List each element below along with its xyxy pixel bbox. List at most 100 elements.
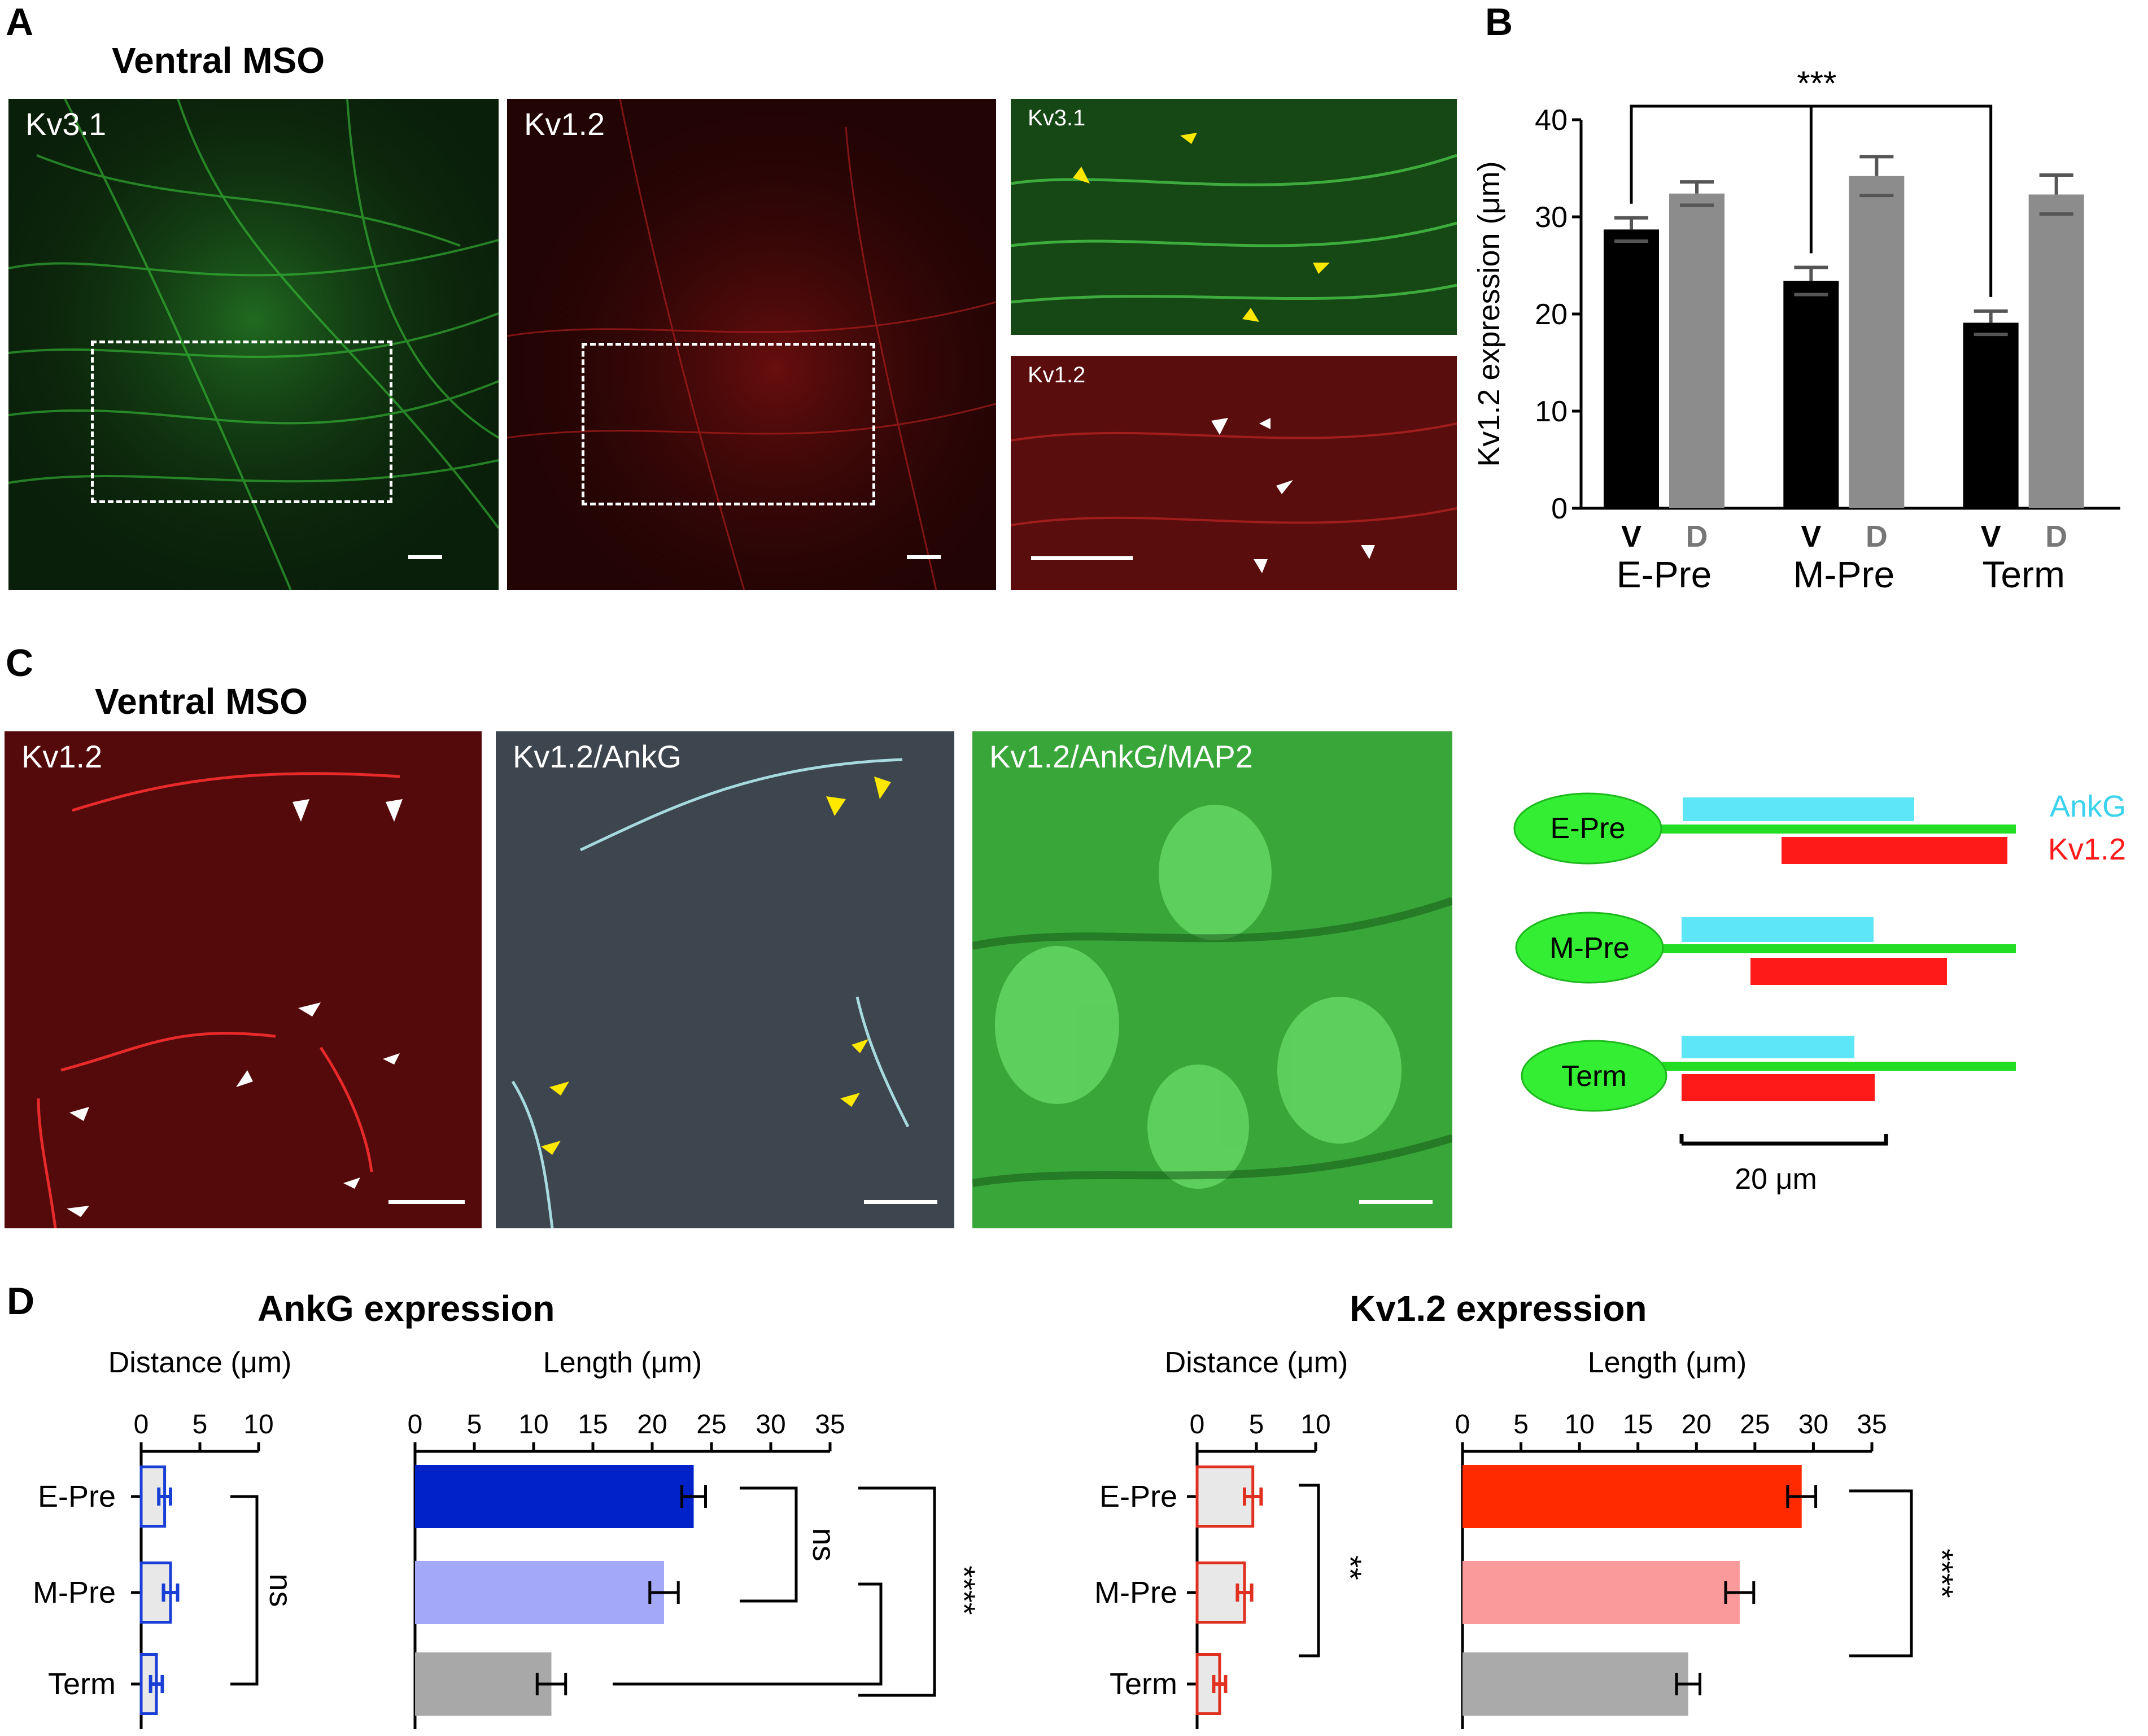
e-pre-kv12-bar — [1782, 837, 2007, 864]
kv31-image: Kv3.1 — [8, 99, 499, 590]
ankg-legend: AnkG — [2050, 790, 2126, 823]
m-pre-axon — [1615, 944, 2016, 953]
d-bar-M-Pre — [1462, 1561, 1740, 1624]
ankg-expression-title: AnkG expression — [257, 1288, 555, 1329]
d-bar-M-Pre — [1195, 1561, 1246, 1624]
kv12-legend: Kv1.2 — [2048, 832, 2126, 866]
kv12-zoom-image: Kv1.2 — [1011, 356, 1457, 590]
e-pre-axon — [1615, 825, 2016, 834]
term-kv12-bar — [1682, 1074, 1875, 1101]
kv12-zoom-scalebar — [1031, 556, 1133, 560]
d-category-label: E-Pre — [38, 1480, 116, 1513]
kv31-roi-box — [91, 341, 392, 503]
d-kv12-distance-bracket — [1299, 1484, 1320, 1658]
c-kv12-ankg-map2-texture — [972, 731, 1452, 1228]
d-x-tick-label: 0 — [1455, 1410, 1470, 1440]
b-significance-label: *** — [1797, 64, 1836, 102]
d-bar-M-Pre — [139, 1561, 172, 1624]
d-x-tick-label: 5 — [467, 1410, 482, 1440]
b-y-tick-label: 30 — [1535, 201, 1568, 234]
b-group-label: M-Pre — [1793, 553, 1894, 595]
d-x-axis-label: Distance (μm) — [108, 1346, 292, 1379]
d-x-tick-label: 5 — [1513, 1410, 1529, 1440]
term-axon — [1615, 1062, 2016, 1071]
b-y-axis-label: Kv1.2 expression (μm) — [1472, 161, 1506, 466]
d-x-tick-label: 10 — [1300, 1410, 1330, 1440]
d-x-axis-label: Length (μm) — [1588, 1346, 1747, 1379]
term-ankg-bar — [1682, 1036, 1854, 1058]
d-x-tick-label: 0 — [408, 1410, 423, 1440]
c-kv12-image: Kv1.2 — [5, 731, 482, 1228]
kv31-zoom-label: Kv3.1 — [1028, 106, 1086, 130]
d-x-tick-label: 0 — [134, 1410, 149, 1440]
d-bar-E-Pre — [415, 1465, 694, 1528]
b-bar-label: V — [1801, 520, 1821, 553]
kv12-scalebar — [907, 555, 941, 559]
b-bar-Term-D — [2028, 194, 2084, 508]
term-soma — [1521, 1040, 1667, 1112]
d-bar-E-Pre — [1462, 1465, 1802, 1528]
m-pre-soma — [1515, 911, 1664, 984]
d-kv12-length-significance: **** — [1924, 1549, 1960, 1598]
kv12-roi-box — [582, 343, 875, 505]
c-kv12-ankg-texture — [496, 731, 954, 1228]
kv31-label: Kv3.1 — [25, 106, 107, 142]
d-x-tick-label: 10 — [518, 1410, 548, 1440]
kv12-zoom-label: Kv1.2 — [1028, 363, 1086, 387]
d-x-tick-label: 10 — [243, 1410, 273, 1440]
b-bar-label: D — [1686, 520, 1708, 553]
d-x-tick-label: 25 — [1740, 1410, 1770, 1440]
d-kv12-distance-significance: ** — [1333, 1555, 1368, 1580]
b-y-tick-label: 10 — [1535, 395, 1568, 428]
b-y-tick-label: 20 — [1535, 298, 1568, 331]
c-kv12-ankg-map2-label: Kv1.2/AnkG/MAP2 — [989, 739, 1253, 774]
panel-letter-c: C — [6, 642, 34, 684]
d-ankg-length-bracket-2 — [858, 1486, 936, 1697]
kv31-zoom-image: Kv3.1 — [1011, 99, 1457, 335]
d-x-tick-label: 20 — [637, 1410, 667, 1440]
panel-letter-a: A — [6, 1, 34, 43]
c-kv12-ankg-image: Kv1.2/AnkG — [496, 731, 954, 1228]
d-bar-Term — [415, 1652, 552, 1716]
schematic-scale-label: 20 μm — [1735, 1163, 1817, 1196]
panel-d-charts: Distance (μm) 0 5 10 E-Pre M-Pre Term Length (μ… — [33, 1346, 1960, 1729]
b-y-tick-label: 0 — [1551, 492, 1568, 525]
d-x-tick-label: 30 — [1798, 1410, 1828, 1440]
b-y-tick-label: 40 — [1535, 104, 1568, 137]
d-x-tick-label: 20 — [1682, 1410, 1712, 1440]
e-pre-soma — [1513, 792, 1662, 865]
d-ankg-distance-significance: ns — [263, 1573, 299, 1607]
d-x-tick-label: 35 — [815, 1410, 845, 1440]
kv12-image: Kv1.2 — [507, 99, 996, 590]
d-bar-M-Pre — [415, 1561, 664, 1624]
d-x-tick-label: 10 — [1564, 1410, 1594, 1440]
panel-letter-d: D — [7, 1280, 35, 1323]
kv31-zoom-texture — [1011, 99, 1457, 335]
panel-c-title: Ventral MSO — [95, 681, 308, 722]
d-x-tick-label: 5 — [1249, 1410, 1264, 1440]
d-kv12-length-bracket — [1849, 1489, 1913, 1658]
b-bar-label: D — [2045, 520, 2067, 553]
m-pre-kv12-bar — [1750, 958, 1947, 985]
kv12-expression-title: Kv1.2 expression — [1350, 1288, 1647, 1329]
c-kv12-ankg-label: Kv1.2/AnkG — [513, 739, 682, 774]
d-category-label: M-Pre — [33, 1576, 116, 1609]
e-pre-ankg-bar — [1683, 797, 1914, 821]
d-x-tick-label: 25 — [696, 1410, 726, 1440]
b-bar-M-Pre-D — [1849, 176, 1905, 508]
d-category-label: E-Pre — [1099, 1480, 1177, 1513]
b-bar-label: V — [1621, 520, 1641, 553]
b-bar-Term-V — [1963, 322, 2019, 508]
d-ankg-length-bracket-1 — [740, 1486, 798, 1603]
d-x-tick-label: 15 — [578, 1410, 608, 1440]
d-x-tick-label: 30 — [756, 1410, 785, 1440]
d-bar-Term — [1462, 1652, 1688, 1716]
b-bar-M-Pre-V — [1783, 281, 1839, 508]
e-pre-label: E-Pre — [1551, 812, 1626, 845]
d-category-label: M-Pre — [1094, 1576, 1177, 1609]
c-kv12-ankg-map2-image: Kv1.2/AnkG/MAP2 — [972, 731, 1452, 1228]
d-x-tick-label: 0 — [1190, 1410, 1205, 1440]
c-kv12-ankg-scalebar — [864, 1200, 937, 1204]
m-pre-label: M-Pre — [1549, 932, 1630, 965]
